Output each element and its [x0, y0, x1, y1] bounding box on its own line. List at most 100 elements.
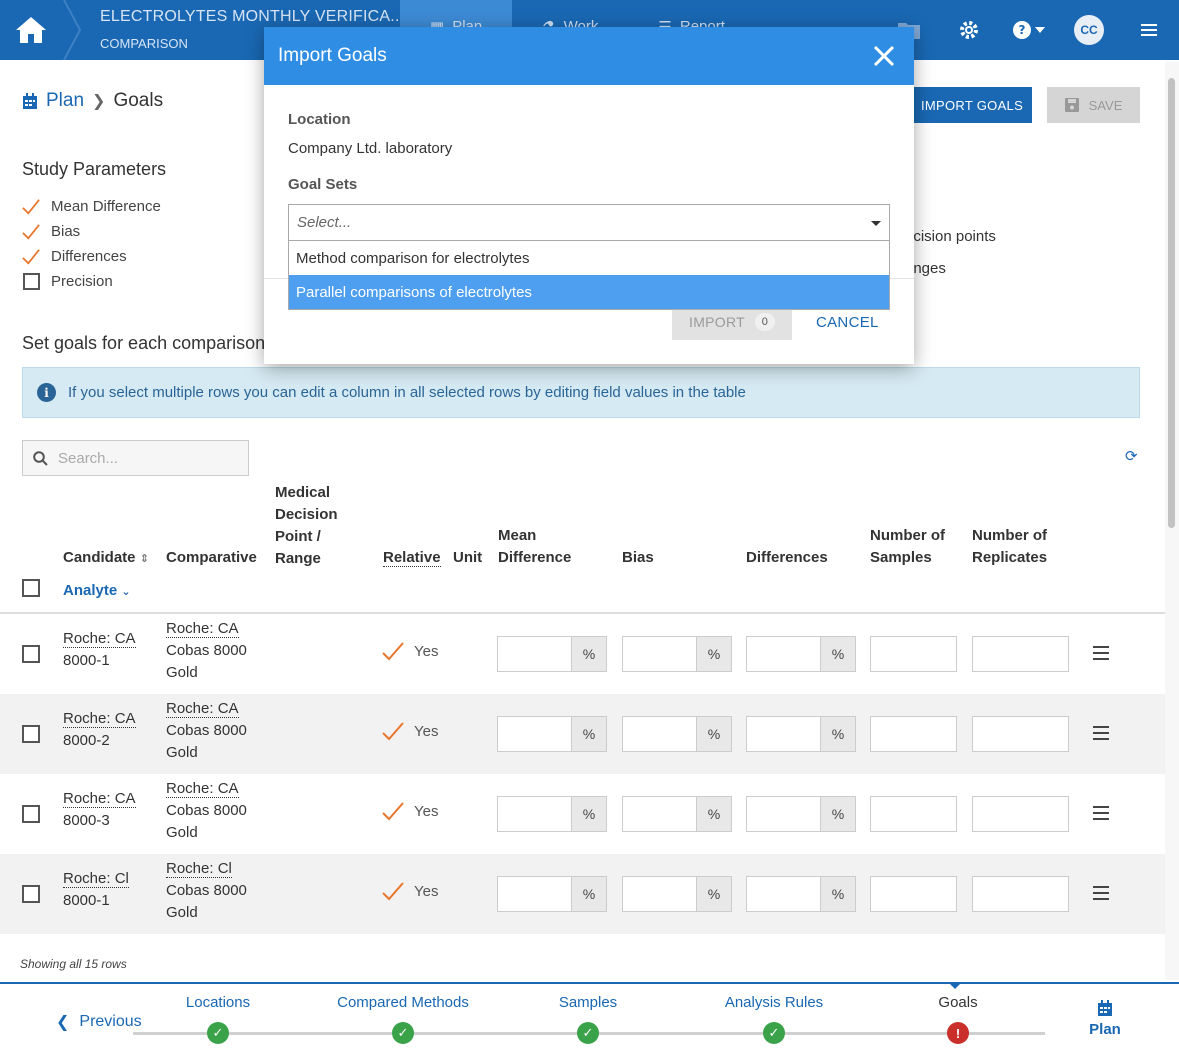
sort-icon: ⇕: [139, 553, 149, 565]
step-locations[interactable]: Locations: [185, 994, 251, 1011]
import-button[interactable]: IMPORT 0: [672, 304, 792, 340]
settings-button[interactable]: [939, 0, 999, 60]
cancel-button[interactable]: CANCEL: [816, 313, 879, 331]
goal-set-option[interactable]: Method comparison for electrolytes: [296, 249, 530, 267]
number-of-samples-input[interactable]: [870, 876, 957, 912]
plan-nav-button[interactable]: Plan: [1088, 1000, 1122, 1038]
study-type: COMPARISON: [100, 36, 188, 51]
bias-input[interactable]: [622, 716, 697, 752]
import-goals-button[interactable]: IMPORT GOALS: [912, 87, 1032, 123]
param-mean-difference[interactable]: Mean Difference: [22, 194, 161, 219]
mean-difference-input[interactable]: [497, 636, 572, 672]
row-menu-icon[interactable]: [1093, 886, 1109, 904]
study-title[interactable]: ELECTROLYTES MONTHLY VERIFICA...: [100, 8, 405, 25]
differences-input[interactable]: [746, 636, 821, 672]
param-precision[interactable]: Precision: [22, 269, 161, 294]
svg-text:?: ?: [1019, 23, 1026, 37]
percent-addon: %: [697, 796, 732, 832]
checkmark-icon: [382, 882, 404, 901]
close-button[interactable]: [872, 44, 896, 68]
percent-addon: %: [572, 876, 607, 912]
number-of-samples-input[interactable]: [870, 636, 957, 672]
search-input[interactable]: Search...: [58, 449, 119, 467]
number-of-replicates-input[interactable]: [972, 636, 1069, 672]
step-samples[interactable]: Samples: [558, 994, 618, 1011]
goal-sets-select[interactable]: Select...: [288, 204, 890, 241]
option-ranges[interactable]: anges: [905, 260, 946, 277]
bias-input[interactable]: [622, 636, 697, 672]
comparative-link[interactable]: Roche: CA Cobas 8000 Gold: [166, 780, 247, 841]
differences-input[interactable]: [746, 716, 821, 752]
step-compared-methods[interactable]: Compared Methods: [337, 994, 469, 1011]
import-goals-dialog: Import Goals Location Company Ltd. labor…: [264, 27, 914, 364]
mean-difference-input[interactable]: [497, 796, 572, 832]
number-of-replicates-input[interactable]: [972, 716, 1069, 752]
save-icon: [1064, 98, 1079, 112]
breadcrumb-plan-link[interactable]: Plan: [22, 90, 84, 112]
mean-difference-input[interactable]: [497, 716, 572, 752]
table-row: Roche: Cl 8000-1 Roche: Cl Cobas 8000 Gold …: [0, 854, 1165, 934]
precision-checkbox[interactable]: [22, 273, 40, 290]
comparative-link[interactable]: Roche: Cl Cobas 8000 Gold: [166, 860, 247, 921]
checkmark-icon: [22, 248, 40, 266]
breadcrumb-current: Goals: [113, 90, 164, 111]
row-menu-icon[interactable]: [1093, 726, 1109, 744]
number-of-replicates-input[interactable]: [972, 876, 1069, 912]
comparative-link[interactable]: Roche: CA Cobas 8000 Gold: [166, 700, 247, 761]
bias-input[interactable]: [622, 876, 697, 912]
home-button[interactable]: [0, 0, 62, 60]
select-all-checkbox[interactable]: [22, 579, 40, 597]
differences-input[interactable]: [746, 876, 821, 912]
chevron-right-icon: ❯: [92, 93, 106, 110]
header-number-of-samples: Number of Samples: [870, 527, 945, 566]
param-differences[interactable]: Differences: [22, 244, 161, 269]
differences-input[interactable]: [746, 796, 821, 832]
row-menu-icon[interactable]: [1093, 646, 1109, 664]
row-count: Showing all 15 rows: [20, 957, 127, 971]
user-menu[interactable]: CC: [1059, 0, 1119, 60]
candidate-link[interactable]: Roche: CA 8000-1: [63, 630, 136, 669]
page-scrollbar[interactable]: [1165, 62, 1179, 980]
number-of-samples-input[interactable]: [870, 796, 957, 832]
header-comparative: Comparative: [166, 549, 257, 566]
header-analyte-group[interactable]: Analyte ⌄: [63, 582, 131, 599]
goal-set-option-highlighted[interactable]: Parallel comparisons of electrolytes: [289, 275, 889, 309]
samples-field: [870, 796, 957, 832]
bias-input[interactable]: [622, 796, 697, 832]
check-circle-icon: ✓: [577, 1022, 599, 1044]
help-button[interactable]: ?: [999, 0, 1059, 60]
candidate-link[interactable]: Roche: CA 8000-2: [63, 710, 136, 749]
candidate-link[interactable]: Roche: Cl 8000-1: [63, 870, 129, 909]
location-label: Location: [288, 111, 351, 128]
number-of-replicates-input[interactable]: [972, 796, 1069, 832]
row-checkbox[interactable]: [22, 725, 40, 743]
row-checkbox[interactable]: [22, 885, 40, 903]
avatar: CC: [1074, 15, 1104, 45]
samples-field: [870, 636, 957, 672]
chevron-left-icon: ❮: [56, 1014, 70, 1031]
main-menu-button[interactable]: [1119, 0, 1179, 60]
comparative-link[interactable]: Roche: CA Cobas 8000 Gold: [166, 620, 247, 681]
row-checkbox[interactable]: [22, 805, 40, 823]
param-bias[interactable]: Bias: [22, 219, 161, 244]
scroll-thumb[interactable]: [1168, 78, 1175, 528]
differences-field: %: [746, 876, 856, 912]
goal-sets-label: Goal Sets: [288, 176, 358, 193]
mean-difference-input[interactable]: [497, 876, 572, 912]
row-checkbox[interactable]: [22, 645, 40, 663]
previous-button[interactable]: ❮ Previous: [56, 1013, 142, 1031]
percent-addon: %: [821, 716, 856, 752]
bias-field: %: [622, 796, 732, 832]
row-menu-icon[interactable]: [1093, 806, 1109, 824]
search-field[interactable]: Search...: [22, 440, 249, 476]
number-of-samples-input[interactable]: [870, 716, 957, 752]
replicates-field: [972, 876, 1069, 912]
step-goals[interactable]: Goals: [938, 994, 978, 1011]
refresh-icon[interactable]: ⟳: [1125, 448, 1138, 465]
option-decision-points[interactable]: ecision points: [905, 228, 996, 245]
percent-addon: %: [821, 876, 856, 912]
candidate-link[interactable]: Roche: CA 8000-3: [63, 790, 136, 829]
step-analysis-rules[interactable]: Analysis Rules: [724, 994, 824, 1011]
save-button[interactable]: SAVE: [1047, 87, 1140, 123]
header-candidate[interactable]: Candidate ⇕: [63, 549, 149, 566]
